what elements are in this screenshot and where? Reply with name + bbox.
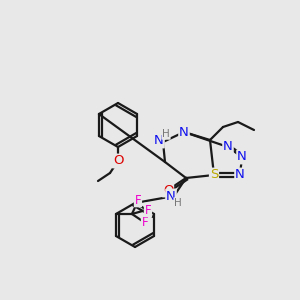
- Text: N: N: [166, 190, 176, 202]
- Text: N: N: [223, 140, 233, 154]
- Text: F: F: [145, 203, 151, 217]
- Text: N: N: [237, 151, 247, 164]
- Text: F: F: [142, 215, 148, 229]
- Text: H: H: [162, 129, 170, 139]
- Text: N: N: [235, 169, 245, 182]
- Text: N: N: [154, 134, 164, 148]
- Text: N: N: [179, 125, 189, 139]
- Text: O: O: [113, 154, 123, 167]
- Text: O: O: [163, 184, 173, 196]
- Text: H: H: [174, 198, 182, 208]
- Text: F: F: [135, 194, 141, 206]
- Text: S: S: [210, 169, 218, 182]
